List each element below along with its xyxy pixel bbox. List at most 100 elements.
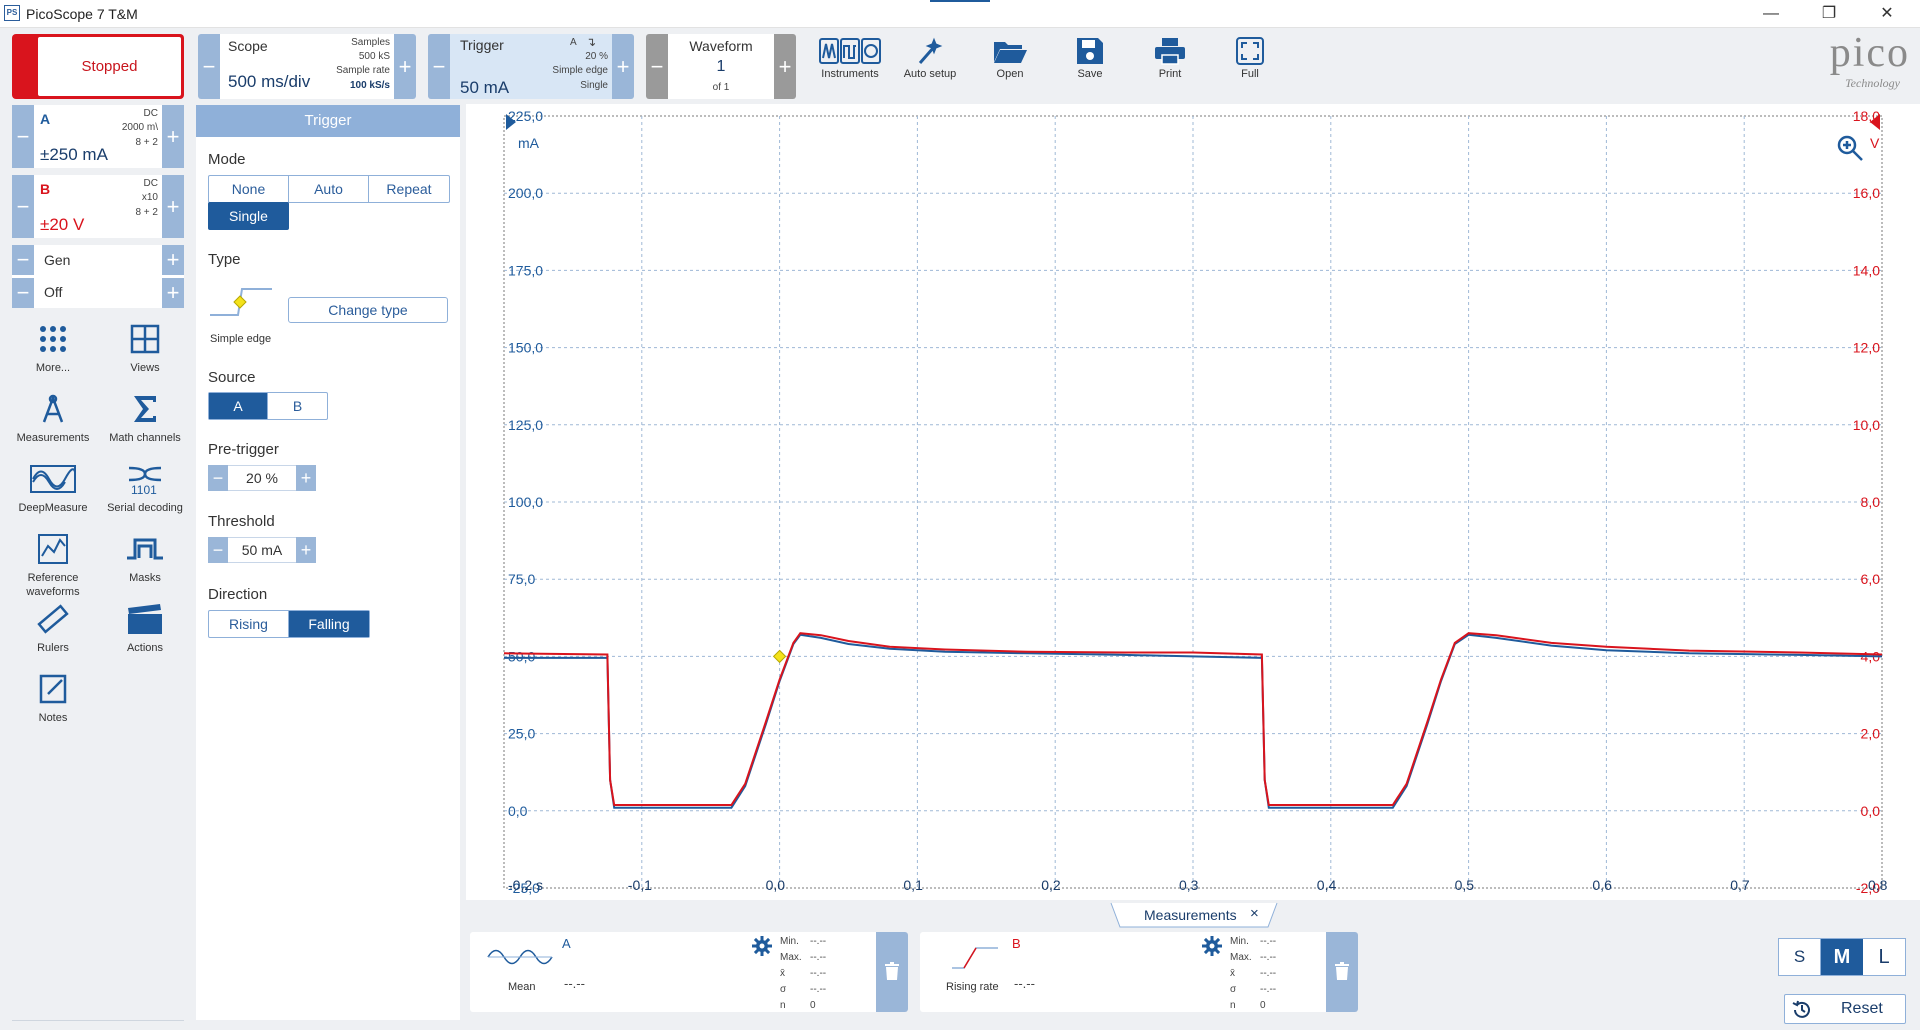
math-channels-button[interactable]: Math channels [100,392,190,445]
delete-measurement-b-button[interactable] [1326,932,1358,1012]
stat-mean-value: --.-- [1260,968,1277,979]
channel-b-range-decrease[interactable]: − [12,175,34,238]
open-label: Open [996,68,1024,80]
pretrigger-decrease[interactable]: − [208,465,228,491]
measurement-card-b[interactable]: B Rising rate --.-- Min. Max. x̄ σ n --.… [920,932,1358,1012]
more-button[interactable]: More... [8,322,98,375]
full-screen-button[interactable]: Full [1210,34,1290,94]
run-stop-button[interactable]: Stopped [12,34,184,99]
size-s[interactable]: S [1779,939,1821,975]
run-stop-label: Stopped [38,37,181,96]
mode-auto[interactable]: Auto [289,176,369,202]
channel-a-range-decrease[interactable]: − [12,105,34,168]
direction-rising[interactable]: Rising [209,611,289,637]
channel-a-name: A [40,111,51,127]
minimize-button[interactable]: — [1763,5,1779,22]
size-m[interactable]: M [1821,939,1863,975]
views-button[interactable]: Views [100,322,190,375]
gear-icon[interactable] [1202,936,1222,956]
notes-button[interactable]: Notes [8,672,98,725]
reference-waveforms-button[interactable]: Reference waveforms [8,532,98,599]
trigger-panel: Trigger Mode None Auto Repeat Single Typ… [196,105,460,1020]
channel-a-range-increase[interactable]: + [162,105,184,168]
open-button[interactable]: Open [970,34,1050,94]
threshold-increase[interactable]: + [296,537,316,563]
mode-repeat[interactable]: Repeat [386,181,432,197]
rulers-button[interactable]: Rulers [8,602,98,655]
channel-b-range-increase[interactable]: + [162,175,184,238]
gen-state-increase[interactable]: + [162,278,184,308]
trigger-increase-button[interactable]: + [612,34,634,99]
waveform-previous-button[interactable]: − [646,34,668,99]
direction-falling[interactable]: Falling [289,611,369,637]
measurements-tab[interactable]: Measurements × [1110,902,1278,928]
print-button[interactable]: Print [1130,34,1210,94]
mode-single[interactable]: Single [209,203,288,229]
trigger-decrease-button[interactable]: − [428,34,450,99]
channel-a-coupling: DC [143,108,158,119]
measurements-button[interactable]: Measurements [8,392,98,445]
size-l[interactable]: L [1878,946,1890,968]
restore-button[interactable]: ❐ [1821,5,1837,22]
auto-setup-label: Auto setup [903,68,957,80]
scope-view[interactable]: 225,0 200,0 175,0 150,0 125,0 100,0 75,0 50,0 25… [466,104,1920,900]
pretrigger-increase[interactable]: + [296,465,316,491]
change-type-button[interactable]: Change type [288,297,448,323]
sigma-icon [134,396,156,422]
threshold-decrease[interactable]: − [208,537,228,563]
source-b[interactable]: B [292,398,303,414]
deepmeasure-button[interactable]: DeepMeasure [8,462,98,515]
gen-decrease[interactable]: − [12,245,34,275]
channel-b-settings[interactable]: − + B ±20 V DC x10 8 + 2 [12,175,184,238]
stat-sigma-label: σ [780,984,787,995]
channel-a-settings[interactable]: − + A ±250 mA DC 2000 m\ 8 + 2 [12,105,184,168]
scope-plot[interactable]: 225,0 200,0 175,0 150,0 125,0 100,0 75,0 50,0 25… [466,104,1920,900]
source-selector: A B [208,392,328,420]
y-right-tick-label: 14,0 [1853,262,1880,278]
stat-n-value: 0 [810,1000,816,1011]
save-button[interactable]: Save [1050,34,1130,94]
measurements-tab-close[interactable]: × [1250,905,1259,922]
serial-decoding-button[interactable]: 1101 Serial decoding [100,462,190,515]
samples-label: Samples [351,37,390,48]
y-right-tick-label: 2,0 [1861,726,1881,742]
measurement-card-a[interactable]: A Mean --.-- Min. Max. x̄ σ n --.-- --.-… [470,932,908,1012]
gen-label: Gen [44,252,71,268]
print-label: Print [1158,68,1182,80]
y-left-tick-label: 0,0 [508,803,528,819]
masks-button[interactable]: Masks [100,532,190,585]
samples-value[interactable]: 500 kS [358,51,390,62]
channel-a-probe: 2000 m\ [121,122,158,133]
pretrigger-value[interactable]: 20 % [228,465,296,491]
actions-button[interactable]: Actions [100,602,190,655]
timebase-increase-button[interactable]: + [394,34,416,99]
gen-increase[interactable]: + [162,245,184,275]
source-a[interactable]: A [209,393,268,419]
trigger-pretrigger: 20 % [585,51,608,62]
trigger-settings[interactable]: − + Trigger 50 mA A ↴ 20 % Simple edge S… [428,34,634,99]
x-tick-label: 0,0 [766,877,786,893]
waveform-next-button[interactable]: + [774,34,796,99]
instruments-button[interactable]: Instruments [810,34,890,94]
mode-none[interactable]: None [209,176,289,202]
signal-generator-settings[interactable]: − + − + Gen Off [12,245,184,308]
gear-icon[interactable] [752,936,772,956]
threshold-value[interactable]: 50 mA [228,537,296,563]
close-window-button[interactable]: ✕ [1880,5,1894,22]
timebase-decrease-button[interactable]: − [198,34,220,99]
stat-n-label: n [1230,1000,1236,1011]
instruments-icon [810,34,890,68]
delete-measurement-a-button[interactable] [876,932,908,1012]
gen-state-decrease[interactable]: − [12,278,34,308]
threshold-stepper: − 50 mA + [208,537,316,563]
rulers-icon [37,604,69,634]
more-label: More... [35,362,71,374]
trigger-panel-header: Trigger [196,105,460,137]
views-label: Views [130,362,160,374]
reset-button[interactable]: Reset [1784,994,1906,1024]
timebase-value[interactable]: 500 ms/div [228,72,311,91]
rulers-label: Rulers [37,642,69,654]
zoom-icon[interactable] [1836,134,1864,167]
auto-setup-button[interactable]: Auto setup [890,34,970,94]
stat-n-value: 0 [1260,1000,1266,1011]
